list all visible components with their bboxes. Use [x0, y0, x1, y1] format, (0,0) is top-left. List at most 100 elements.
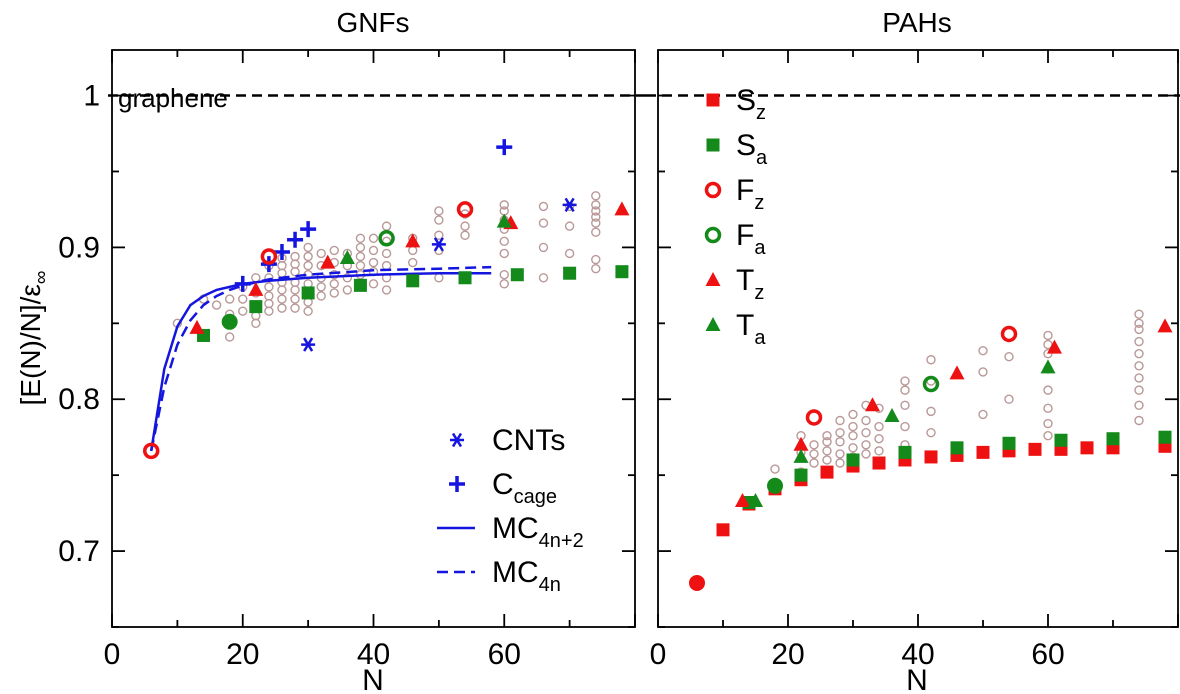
right-panel-title: PAHs	[882, 7, 952, 38]
data-point	[1134, 348, 1144, 359]
data-point	[290, 294, 300, 304]
data-point	[1134, 336, 1144, 347]
legend-marker	[706, 93, 720, 107]
data-point	[591, 191, 601, 201]
x-tick-label: 0	[104, 638, 121, 671]
data-point	[861, 415, 871, 426]
data-point	[591, 254, 601, 265]
data-point	[224, 294, 235, 304]
axes: 0 20 40 60 0.7 0.8 0.9 1 0 20 40 60	[58, 49, 1179, 671]
data-point	[355, 251, 366, 262]
data-point	[499, 200, 509, 210]
data-point	[846, 453, 860, 467]
data-point	[822, 446, 832, 456]
data-point	[822, 430, 832, 441]
left-panel-title: GNFs	[336, 7, 409, 38]
data-point	[277, 285, 287, 295]
data-point	[591, 212, 601, 222]
data-point	[329, 279, 339, 289]
data-point	[381, 248, 392, 259]
data-point	[221, 313, 238, 330]
data-point	[301, 286, 315, 300]
data-point	[926, 427, 936, 438]
data-point	[809, 458, 819, 468]
data-marks	[142, 139, 1173, 591]
data-point	[1047, 339, 1062, 354]
data-point	[378, 230, 395, 247]
legend-label: MC4n	[492, 556, 561, 596]
data-point	[381, 221, 392, 231]
data-point	[1043, 348, 1053, 359]
right-x-axis-label: N	[906, 664, 928, 694]
data-point	[1002, 436, 1016, 450]
data-point	[1040, 359, 1056, 374]
x-tick-label: 20	[771, 638, 804, 671]
legend-label: Ta	[736, 309, 766, 349]
series-line	[149, 271, 492, 452]
data-point	[434, 215, 444, 225]
data-point	[898, 445, 912, 459]
data-point	[320, 254, 336, 269]
data-point	[342, 273, 353, 283]
data-point	[794, 468, 808, 482]
data-point	[1158, 430, 1172, 444]
data-point	[456, 201, 474, 218]
data-point	[924, 450, 938, 464]
data-point	[1134, 361, 1144, 371]
data-point	[381, 285, 392, 295]
data-point	[460, 230, 470, 240]
data-point	[408, 245, 418, 256]
data-point	[290, 266, 300, 277]
y-axis-label-group: [E(N)/N]/ε∞	[15, 271, 52, 406]
data-point	[460, 221, 470, 231]
legend-label: CNTs	[492, 424, 565, 457]
data-point	[496, 139, 513, 156]
data-point	[238, 294, 248, 304]
data-point	[355, 260, 366, 271]
data-point	[1134, 324, 1144, 335]
data-point	[264, 291, 274, 301]
data-point	[848, 443, 858, 453]
data-point	[434, 273, 444, 283]
legend-marker	[706, 138, 720, 152]
data-point	[434, 206, 444, 216]
legend-marker	[450, 432, 464, 448]
data-point	[1134, 385, 1144, 395]
data-point	[564, 201, 575, 212]
data-point	[1106, 432, 1120, 446]
data-point	[238, 306, 248, 316]
data-point	[861, 427, 871, 438]
data-point	[591, 218, 601, 228]
data-point	[767, 477, 783, 494]
data-point	[949, 365, 965, 380]
data-point	[264, 298, 274, 309]
data-point	[591, 206, 601, 216]
left-x-axis-label: N	[362, 664, 384, 694]
data-point	[1043, 385, 1053, 395]
data-point	[1080, 441, 1094, 455]
data-point	[355, 242, 366, 253]
data-point	[793, 436, 809, 451]
y-tick-label: 0.8	[58, 383, 100, 416]
data-point	[142, 442, 160, 460]
data-point	[835, 449, 845, 459]
data-point	[353, 278, 367, 292]
data-point	[793, 448, 809, 463]
data-point	[564, 248, 575, 259]
data-point	[368, 279, 379, 289]
data-point	[368, 245, 379, 256]
data-point	[820, 465, 834, 479]
data-point	[431, 237, 446, 252]
data-point	[290, 303, 300, 313]
data-point	[809, 440, 819, 450]
data-point	[735, 492, 750, 507]
data-point	[865, 397, 880, 412]
data-point	[434, 230, 444, 240]
data-point	[900, 385, 910, 395]
x-tick-label: 20	[226, 638, 259, 671]
data-point	[339, 250, 355, 265]
data-point	[922, 375, 940, 393]
data-point	[591, 200, 601, 210]
data-point	[301, 337, 316, 352]
